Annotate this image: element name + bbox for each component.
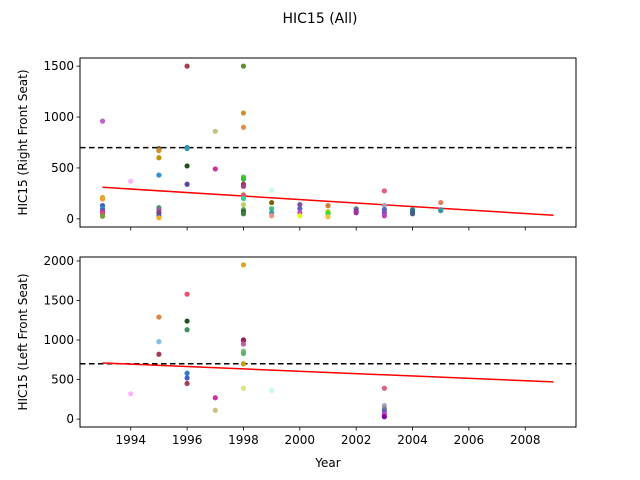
data-point (240, 211, 247, 217)
y-tick-label: 0 (66, 412, 74, 426)
x-tick-label: 1994 (115, 433, 146, 447)
data-point (156, 148, 162, 154)
data-point (269, 199, 275, 206)
y-tick-label: 500 (51, 161, 74, 175)
y-tick-label: 500 (51, 373, 74, 387)
x-tick-label: 2004 (397, 433, 428, 447)
data-point (184, 327, 190, 333)
data-point (269, 187, 275, 193)
data-point (184, 380, 190, 387)
data-point (269, 206, 275, 212)
data-point (240, 361, 247, 367)
y-tick-label: 0 (66, 212, 74, 226)
data-point (297, 202, 303, 208)
data-point (409, 211, 416, 217)
data-point (438, 199, 444, 206)
x-tick-label: 2002 (341, 433, 372, 447)
data-point (156, 339, 162, 345)
data-point (184, 370, 190, 376)
data-point (156, 351, 162, 357)
trend-line (102, 186, 554, 217)
data-point (240, 341, 247, 347)
data-point (240, 124, 247, 130)
data-point (99, 196, 106, 202)
data-point (240, 63, 247, 69)
bottom-y-axis-label: HIC15 (Left Front Seat) (16, 273, 30, 410)
data-point (128, 391, 134, 397)
data-point (381, 414, 387, 420)
trend-line (102, 362, 554, 383)
data-point (325, 203, 331, 209)
data-point (184, 291, 190, 297)
data-point (156, 314, 162, 320)
data-point (99, 213, 106, 219)
y-tick-label: 1500 (43, 59, 74, 73)
data-point (184, 146, 190, 152)
data-point (99, 118, 106, 124)
x-tick-label: 1996 (172, 433, 203, 447)
data-point (353, 210, 359, 216)
x-tick-label: 2006 (454, 433, 485, 447)
data-point (240, 176, 247, 182)
data-point (212, 128, 218, 134)
data-point (240, 110, 247, 116)
data-point (156, 155, 162, 161)
data-point (240, 202, 247, 208)
y-tick-label: 1000 (43, 110, 74, 124)
data-point (381, 188, 387, 194)
top-plot-area (79, 57, 577, 228)
data-point (325, 214, 331, 220)
x-tick-label: 1998 (228, 433, 259, 447)
data-point (212, 407, 218, 413)
data-point (212, 166, 218, 172)
data-point (240, 262, 247, 268)
figure-title: HIC15 (All) (283, 11, 358, 27)
data-point (240, 350, 247, 357)
x-tick-label: 2008 (510, 433, 541, 447)
data-point (381, 203, 387, 209)
data-point (381, 213, 387, 219)
data-point (240, 183, 247, 189)
y-tick-label: 1500 (43, 293, 74, 307)
x-tick-label: 2000 (285, 433, 316, 447)
data-point (184, 318, 190, 324)
data-point (156, 172, 162, 178)
bottom-plot-area (79, 256, 577, 428)
data-point (240, 385, 247, 391)
data-point (184, 63, 190, 69)
data-point (184, 163, 190, 169)
bottom-subplot: 0 500 1000 1500 2000 1994 1996 1998 2000 2002 2004… (16, 254, 577, 470)
y-tick-label: 1000 (43, 333, 74, 347)
data-point (184, 375, 190, 381)
data-point (240, 195, 247, 202)
top-y-axis-label: HIC15 (Right Front Seat) (16, 69, 30, 215)
data-point (128, 178, 134, 184)
data-point (269, 388, 275, 394)
data-point (269, 213, 275, 219)
data-point (212, 395, 218, 401)
data-point (297, 206, 303, 212)
data-point (438, 208, 444, 214)
data-point (297, 213, 303, 219)
x-axis-label: Year (314, 456, 340, 470)
data-point (184, 181, 190, 187)
data-point (381, 385, 387, 391)
data-point (156, 215, 162, 221)
y-tick-label: 2000 (43, 254, 74, 268)
top-subplot: 0 500 1000 1500 HIC15 (Right Front Seat) (16, 57, 577, 231)
